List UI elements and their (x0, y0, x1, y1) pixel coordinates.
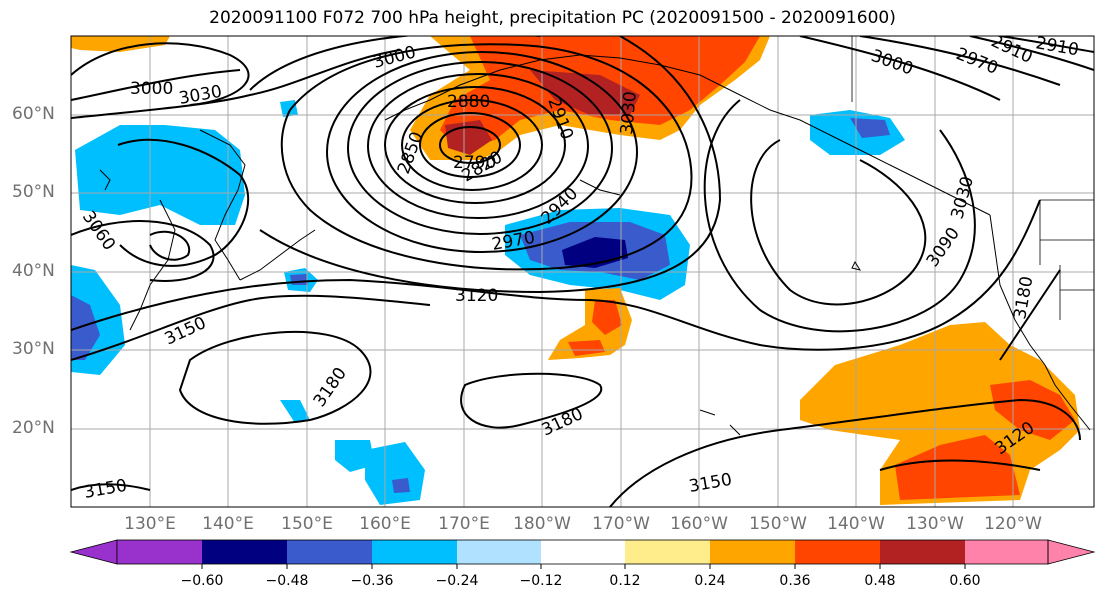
precip-negative-area (280, 100, 298, 117)
colorbar-segment (710, 540, 795, 564)
colorbar-segment (965, 540, 1048, 564)
colorbar-min-extend (69, 539, 118, 565)
lon-label: 120°W (984, 514, 1042, 534)
contour-label: 3180 (310, 364, 351, 411)
precip-negative-area (290, 274, 308, 285)
precip-positive-area (895, 435, 1020, 500)
colorbar-tick-label: 0.36 (779, 573, 811, 589)
lon-label: 130°E (124, 514, 176, 534)
colorbar-segment (287, 540, 372, 564)
contour-label: 3090 (923, 224, 964, 271)
colorbar-tick-label: −0.12 (519, 573, 563, 589)
lon-label: 160°E (359, 514, 411, 534)
contour-label: 3180 (539, 404, 587, 440)
colorbar-segment (372, 540, 457, 564)
lat-label-20n: 20°N (12, 418, 55, 438)
colorbar-segment (457, 540, 541, 564)
height-contours (71, 36, 1094, 507)
lat-label-60n: 60°N (12, 104, 55, 124)
map-frame (70, 35, 1095, 508)
precip-positive-area (990, 380, 1075, 440)
precip-positive-area (71, 36, 170, 52)
colorbar-max-extend (1047, 539, 1096, 565)
lon-label: 160°W (670, 514, 728, 534)
contour-label: 3000 (868, 46, 915, 80)
contour-label: 3150 (687, 470, 733, 497)
contour-label: 3180 (1010, 275, 1037, 321)
colorbar-segment (202, 540, 287, 564)
contour-label: 2910 (1034, 33, 1080, 60)
contour-label: 3030 (617, 91, 641, 136)
contour-label: 2790 (453, 153, 496, 173)
precip-negative-area (280, 400, 310, 423)
political-borders (851, 36, 1094, 320)
colorbar-segment (880, 540, 965, 564)
graticule (71, 36, 1094, 507)
lat-label-40n: 40°N (12, 261, 55, 281)
precip-negative-area (850, 118, 890, 138)
lon-label: 140°E (202, 514, 254, 534)
lon-label: 140°W (827, 514, 885, 534)
contour-label: 3030 (177, 82, 223, 109)
lat-label-30n: 30°N (12, 339, 55, 359)
colorbar-tick-label: −0.48 (265, 573, 309, 589)
contour-label: 3000 (371, 42, 418, 73)
precip-positive-area (530, 70, 640, 115)
precip-negative-area (75, 125, 245, 225)
colorbar-segment (541, 540, 625, 564)
precip-negative-area (365, 442, 425, 505)
colorbar-tick-label: 0.48 (864, 573, 896, 589)
colorbar-tick-label: −0.60 (180, 573, 224, 589)
contour-label: 3150 (82, 476, 128, 503)
precip-positive-area (592, 300, 622, 335)
lon-label: 170°E (438, 514, 490, 534)
colorbar-tick-label: 0.60 (949, 573, 981, 589)
colorbar-tick-label: −0.36 (350, 573, 394, 589)
lon-label: 150°E (281, 514, 333, 534)
contour-label: 2880 (447, 92, 490, 112)
precip-positive-area (568, 340, 605, 356)
colorbar-tick-label: 0.12 (609, 573, 641, 589)
precip-shading (71, 36, 1080, 505)
lon-label: 130°W (906, 514, 964, 534)
colorbar-tick-label: 0.24 (694, 573, 726, 589)
contour-label: 3000 (130, 79, 173, 99)
colorbar-segment (117, 540, 202, 564)
lat-label-50n: 50°N (12, 182, 55, 202)
precip-negative-area (392, 478, 410, 493)
colorbar (69, 539, 1096, 569)
contour-label: 3120 (455, 286, 498, 306)
colorbar-segment (625, 540, 710, 564)
lon-label: 170°W (592, 514, 650, 534)
lon-label: 150°W (749, 514, 807, 534)
colorbar-outline (116, 539, 1049, 565)
map-title: 2020091100 F072 700 hPa height, precipit… (209, 8, 896, 28)
colorbar-tick-label: −0.24 (435, 573, 479, 589)
precip-negative-area (71, 295, 100, 360)
lon-label: 180°W (513, 514, 571, 534)
colorbar-segment (795, 540, 880, 564)
